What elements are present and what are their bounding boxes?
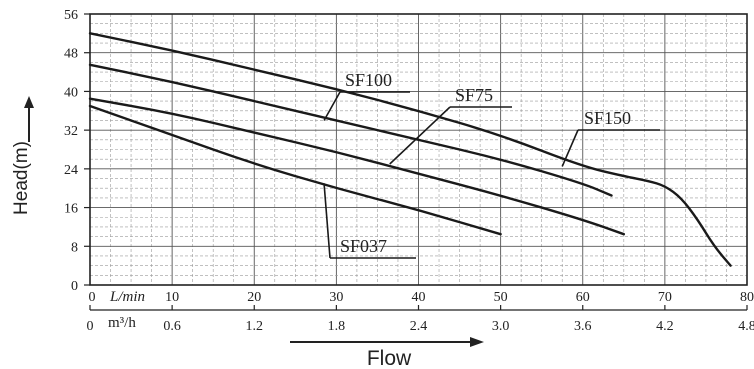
x-tick-label-m3h: 4.8 xyxy=(738,319,754,334)
leader-line-sf100 xyxy=(323,91,341,121)
plot-frame xyxy=(89,13,748,286)
curve-label-sf037: SF037 xyxy=(340,236,387,256)
y-axis-arrow-head-icon xyxy=(24,96,34,108)
x-tick-label-lmin: 0 xyxy=(89,290,96,305)
x-tick-label-lmin: 70 xyxy=(658,290,672,305)
leader-line-sf037 xyxy=(323,183,331,259)
x-tick-labels-m3h: 0 0.6 1.2 1.8 2.4 3.0 3.6 4.2 4.8 xyxy=(87,305,754,334)
y-tick-label: 48 xyxy=(64,47,78,62)
curve-sf75 xyxy=(88,97,626,236)
x-tick-label-lmin: 60 xyxy=(576,290,590,305)
x-tick-label-lmin: 30 xyxy=(329,290,343,305)
x-tick-label-lmin: 50 xyxy=(494,290,508,305)
curve-labels: SF100 SF75 SF150 SF037 xyxy=(323,70,660,259)
curve-label-sf150: SF150 xyxy=(584,108,631,128)
y-tick-label: 56 xyxy=(64,8,78,23)
curves xyxy=(88,32,732,267)
x-axis-arrow-head-icon xyxy=(470,337,484,347)
x-axis-title: Flow xyxy=(367,347,412,369)
y-tick-label: 0 xyxy=(71,279,78,294)
y-tick-label: 8 xyxy=(71,240,78,255)
y-tick-label: 32 xyxy=(64,124,78,139)
leader-line-sf75 xyxy=(389,106,451,165)
curve-label-sf100: SF100 xyxy=(345,70,392,90)
x-tick-label-m3h: 2.4 xyxy=(410,319,428,334)
y-tick-label: 16 xyxy=(64,202,78,217)
x-tick-label-m3h: 0.6 xyxy=(163,319,181,334)
x-tick-label-m3h: 3.0 xyxy=(492,319,510,334)
x-tick-label-lmin: 80 xyxy=(740,290,754,305)
y-axis-title: Head(m) xyxy=(11,141,32,215)
leader-line-sf150 xyxy=(561,129,579,167)
x-tick-label-lmin: 40 xyxy=(412,290,426,305)
x-tick-label-lmin: 10 xyxy=(165,290,179,305)
y-tick-label: 40 xyxy=(64,85,78,100)
y-tick-label: 24 xyxy=(64,163,78,178)
x-tick-label-m3h: 1.8 xyxy=(328,319,346,334)
curve-sf037 xyxy=(88,104,502,236)
x-tick-label-m3h: 3.6 xyxy=(574,319,592,334)
x-tick-label-lmin: 20 xyxy=(247,290,261,305)
x-tick-label-m3h: 1.2 xyxy=(246,319,264,334)
curve-sf150 xyxy=(88,32,732,267)
x-tick-labels-lmin: 0 10 20 30 40 50 60 70 80 xyxy=(89,290,754,305)
curve-label-sf75: SF75 xyxy=(455,85,493,105)
x-unit-m3h: m³/h xyxy=(108,315,136,331)
y-tick-labels: 0 8 16 24 32 40 48 56 xyxy=(64,8,90,294)
x-tick-label-m3h: 0 xyxy=(87,319,94,334)
x-tick-label-m3h: 4.2 xyxy=(656,319,674,334)
curve-sf100 xyxy=(88,63,613,197)
x-unit-lmin: L/min xyxy=(109,289,145,305)
